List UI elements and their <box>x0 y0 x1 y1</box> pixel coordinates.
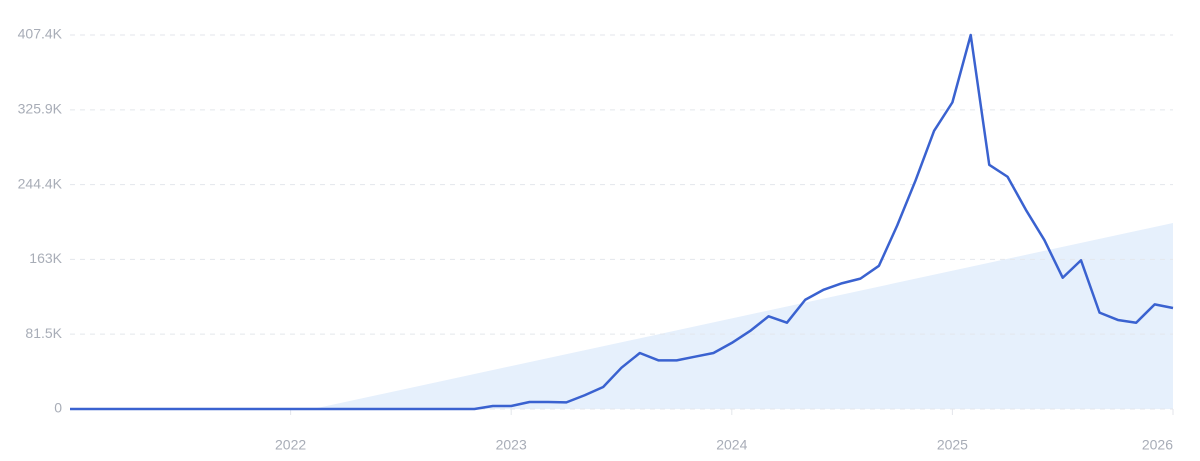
y-tick-label: 0 <box>54 400 62 416</box>
y-tick-label: 325.9K <box>18 101 63 117</box>
x-tick-label: 2024 <box>716 437 747 453</box>
y-tick-label: 407.4K <box>18 26 63 42</box>
x-tick-label: 2023 <box>496 437 527 453</box>
line-series <box>70 33 1174 411</box>
trend-area <box>312 223 1173 409</box>
y-tick-label: 81.5K <box>25 325 62 341</box>
x-tick-label: 2025 <box>937 437 968 453</box>
x-tick-label: 2026 <box>1142 437 1173 453</box>
x-tick-label: 2022 <box>275 437 306 453</box>
y-tick-label: 163K <box>29 250 62 266</box>
y-tick-label: 244.4K <box>18 175 63 191</box>
